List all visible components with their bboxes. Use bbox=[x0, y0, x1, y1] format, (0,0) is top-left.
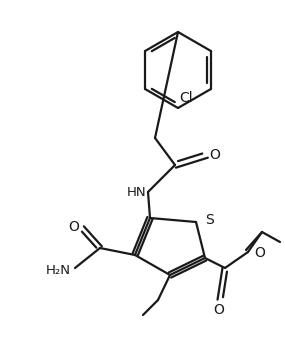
Text: HN: HN bbox=[126, 186, 146, 199]
Text: H₂N: H₂N bbox=[46, 265, 71, 278]
Text: O: O bbox=[69, 220, 80, 234]
Text: O: O bbox=[254, 246, 265, 260]
Text: S: S bbox=[205, 213, 214, 227]
Text: Cl: Cl bbox=[179, 91, 193, 105]
Text: O: O bbox=[213, 303, 225, 317]
Text: O: O bbox=[209, 148, 220, 162]
